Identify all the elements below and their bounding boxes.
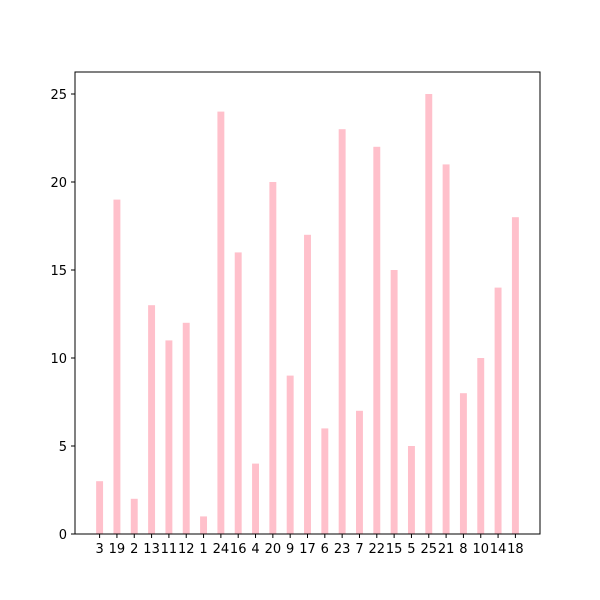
x-tick-label: 4	[251, 542, 259, 557]
x-tick-label: 10	[472, 542, 489, 557]
bar	[130, 498, 138, 534]
y-tick-label: 15	[50, 264, 67, 279]
x-tick-label: 12	[178, 542, 195, 557]
bar	[252, 463, 259, 534]
bar	[269, 182, 277, 534]
bar	[234, 252, 242, 534]
y-tick-label: 10	[50, 352, 67, 367]
bar	[148, 305, 156, 534]
bar	[165, 340, 173, 534]
x-tick-label: 18	[507, 542, 524, 557]
x-tick-label: 20	[265, 542, 282, 557]
y-tick-label: 5	[59, 440, 67, 455]
plot-frame	[74, 71, 541, 535]
bar	[390, 270, 398, 534]
y-tick-label: 20	[50, 176, 67, 191]
x-tick-label: 6	[321, 542, 329, 557]
x-tick-label: 15	[386, 542, 403, 557]
x-tick-label: 3	[95, 542, 103, 557]
x-tick-label: 7	[355, 542, 363, 557]
bar	[459, 393, 467, 534]
bar	[286, 375, 294, 534]
bar	[494, 287, 502, 534]
x-tick-label: 13	[143, 542, 160, 557]
bar	[182, 322, 190, 534]
y-tick-label: 25	[50, 88, 67, 103]
x-tick-label: 16	[230, 542, 247, 557]
bar	[217, 111, 225, 534]
bar	[113, 199, 121, 534]
y-tick-label: 0	[59, 528, 67, 543]
bar	[338, 129, 346, 534]
x-tick-label: 19	[109, 542, 126, 557]
bar	[373, 146, 381, 535]
x-tick-label: 9	[286, 542, 294, 557]
bar	[442, 164, 450, 534]
bar	[304, 234, 311, 535]
bar	[511, 217, 519, 534]
bar	[407, 446, 415, 534]
x-tick-label: 17	[299, 542, 316, 557]
bar	[477, 358, 485, 534]
x-tick-label: 14	[490, 542, 507, 557]
bar	[321, 428, 329, 534]
bar	[425, 94, 433, 534]
x-tick-label: 24	[213, 542, 230, 557]
bar	[96, 481, 104, 534]
bar	[200, 516, 208, 534]
x-tick-label: 23	[334, 542, 351, 557]
x-tick-label: 22	[369, 542, 386, 557]
x-tick-label: 5	[407, 542, 415, 557]
x-tick-label: 11	[161, 542, 178, 557]
x-tick-label: 21	[438, 542, 455, 557]
x-tick-label: 2	[130, 542, 138, 557]
bar	[356, 410, 363, 534]
x-tick-label: 25	[421, 542, 438, 557]
x-tick-label: 8	[459, 542, 467, 557]
x-tick-label: 1	[199, 542, 207, 557]
